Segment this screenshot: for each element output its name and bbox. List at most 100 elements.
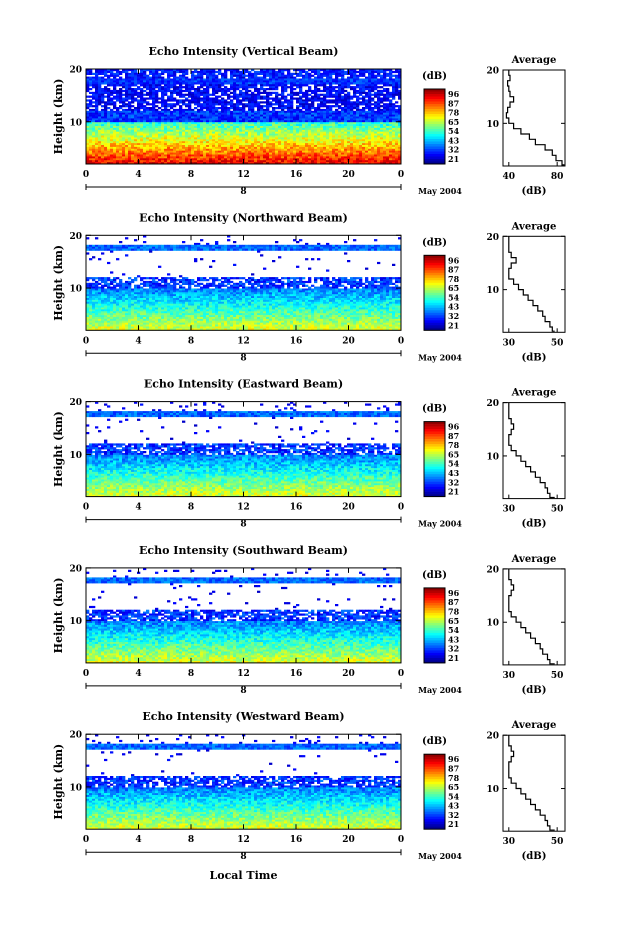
- heatmap-cell: [362, 143, 366, 146]
- heatmap-cell: [281, 156, 285, 159]
- heatmap-cell: [173, 152, 177, 155]
- heatmap-cell: [176, 152, 180, 155]
- heatmap-cell: [107, 146, 111, 150]
- heatmap-cell: [254, 93, 258, 96]
- heatmap-cell: [374, 160, 378, 163]
- heatmap-cell: [125, 162, 129, 165]
- heatmap-cell: [326, 88, 330, 91]
- heatmap-cell: [266, 110, 270, 113]
- heatmap-cell: [335, 118, 339, 121]
- heatmap-cell: [329, 78, 333, 81]
- heatmap-cell: [347, 135, 351, 138]
- heatmap-cell: [215, 99, 219, 102]
- heatmap-cell: [134, 110, 138, 113]
- heatmap-cell: [176, 146, 180, 150]
- heatmap-cell: [218, 120, 222, 123]
- heatmap-cell: [323, 131, 327, 134]
- heatmap-cell: [89, 88, 93, 91]
- heatmap-cell: [173, 244, 177, 247]
- heatmap-cell: [329, 135, 333, 138]
- heatmap-cell: [89, 143, 93, 146]
- heatmap-cell: [341, 141, 345, 144]
- heatmap-cell: [392, 112, 396, 115]
- heatmap-cell: [104, 114, 108, 117]
- heatmap-cell: [116, 84, 120, 87]
- heatmap-cell: [191, 156, 195, 159]
- heatmap-cell: [365, 133, 369, 136]
- heatmap-cell: [308, 162, 312, 165]
- heatmap-cell: [125, 139, 129, 142]
- heatmap-cell: [197, 126, 201, 129]
- heatmap-cell: [341, 160, 345, 163]
- heatmap-cell: [332, 156, 336, 159]
- heatmap-cell: [245, 146, 249, 150]
- heatmap-cell: [302, 156, 306, 159]
- heatmap-cell: [155, 84, 159, 87]
- heatmap-cell: [269, 154, 273, 157]
- heatmap-cell: [233, 110, 237, 113]
- heatmap-cell: [299, 239, 303, 242]
- heatmap-cell: [341, 150, 345, 153]
- heatmap-cell: [374, 137, 378, 140]
- heatmap-cell: [395, 89, 399, 93]
- heatmap-cell: [275, 150, 279, 153]
- heatmap-cell: [311, 110, 315, 113]
- heatmap-cell: [152, 137, 156, 140]
- heatmap-cell: [287, 99, 291, 102]
- heatmap-cell: [188, 101, 192, 104]
- heatmap-cell: [95, 158, 99, 161]
- heatmap-cell: [290, 72, 294, 75]
- heatmap-cell: [197, 97, 201, 100]
- heatmap-cell: [215, 148, 219, 151]
- heatmap-cell: [317, 110, 321, 113]
- heatmap-cell: [170, 244, 174, 247]
- heatmap-cell: [386, 97, 390, 100]
- heatmap-cell: [92, 244, 96, 247]
- heatmap-cell: [260, 148, 264, 151]
- heatmap-cell: [206, 107, 210, 110]
- heatmap-cell: [269, 82, 273, 85]
- heatmap-cell: [332, 95, 336, 98]
- heatmap-cell: [362, 108, 366, 112]
- heatmap-cell: [86, 139, 90, 142]
- heatmap-cell: [104, 244, 108, 247]
- heatmap-cell: [173, 120, 177, 123]
- heatmap-cell: [392, 141, 396, 144]
- heatmap-cell: [122, 101, 126, 104]
- heatmap-cell: [389, 160, 393, 163]
- heatmap-cell: [368, 139, 372, 142]
- heatmap-cell: [299, 108, 303, 112]
- heatmap-cell: [110, 129, 114, 132]
- heatmap-cell: [305, 124, 309, 127]
- heatmap-cell: [380, 89, 384, 93]
- heatmap-cell: [95, 101, 99, 104]
- heatmap-cell: [86, 76, 90, 79]
- heatmap-cell: [338, 74, 342, 77]
- heatmap-cell: [380, 86, 384, 89]
- heatmap-cell: [86, 118, 90, 121]
- heatmap-cell: [167, 131, 171, 134]
- colorbar-segment: [424, 89, 445, 92]
- heatmap-cell: [362, 74, 366, 77]
- heatmap-cell: [209, 133, 213, 136]
- heatmap-cell: [329, 114, 333, 117]
- heatmap-cell: [170, 131, 174, 134]
- heatmap-cell: [215, 241, 219, 244]
- heatmap-cell: [263, 124, 267, 127]
- heatmap-cell: [191, 114, 195, 117]
- heatmap-cell: [302, 93, 306, 96]
- heatmap-cell: [344, 241, 348, 244]
- heatmap-cell: [218, 80, 222, 83]
- heatmap-cell: [350, 152, 354, 155]
- colorbar-segment: [424, 151, 445, 155]
- heatmap-cell: [119, 244, 123, 247]
- heatmap-cell: [281, 244, 285, 247]
- heatmap-cell: [104, 154, 108, 157]
- heatmap-cell: [158, 145, 162, 148]
- heatmap-cell: [95, 78, 99, 81]
- heatmap-cell: [362, 160, 366, 163]
- heatmap-cell: [386, 103, 390, 106]
- heatmap-cell: [356, 108, 360, 112]
- heatmap-cell: [380, 70, 384, 74]
- heatmap-cell: [251, 139, 255, 142]
